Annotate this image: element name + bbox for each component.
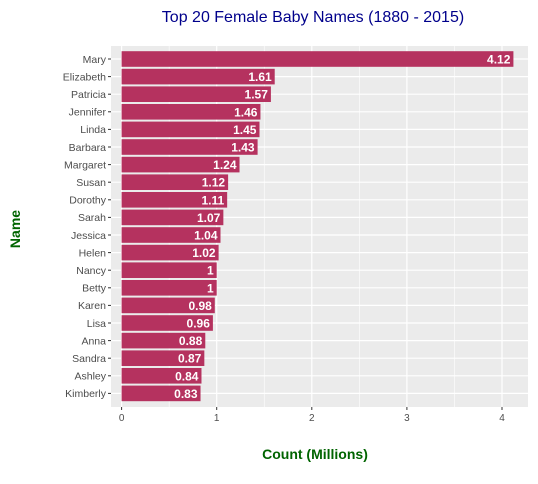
bar-value-label: 1: [207, 264, 214, 278]
y-tick-label: Karen: [78, 300, 106, 312]
bar-value-label: 1.61: [248, 70, 272, 84]
bar: [121, 192, 228, 208]
y-tick-label: Ashley: [74, 371, 106, 383]
bar: [121, 368, 202, 384]
bar: [121, 121, 260, 138]
y-tick-label: Helen: [79, 247, 107, 259]
bars: [121, 51, 514, 402]
y-tick-label: Kimberly: [65, 388, 107, 400]
x-tick-label: 0: [119, 413, 125, 424]
bar: [121, 227, 221, 243]
bar-value-label: 1.46: [234, 105, 258, 119]
bar: [121, 244, 219, 261]
y-tick-label: Jessica: [71, 230, 106, 242]
bar-value-label: 4.12: [487, 53, 511, 67]
x-tick-label: 1: [214, 413, 220, 424]
bar: [121, 315, 213, 331]
bar-value-label: 1.02: [192, 246, 216, 260]
x-tick-label: 4: [499, 413, 505, 424]
y-tick-label: Dorothy: [69, 195, 107, 207]
bar-value-label: 0.84: [175, 369, 199, 383]
bar: [121, 280, 217, 296]
bar: [121, 297, 215, 314]
bar: [121, 262, 217, 278]
bar: [121, 332, 206, 349]
x-tick-label: 3: [404, 413, 410, 424]
y-tick-label: Margaret: [64, 159, 106, 171]
bar-value-label: 0.96: [187, 317, 211, 331]
y-tick-label: Betty: [82, 283, 107, 295]
bar: [121, 139, 258, 155]
bar: [121, 68, 275, 85]
y-tick-label: Barbara: [69, 142, 107, 154]
bar: [121, 350, 205, 366]
y-tick-label: Elizabeth: [63, 71, 106, 83]
x-axis-title: Count (Millions): [262, 446, 368, 462]
bar-value-label: 0.83: [174, 387, 198, 401]
bar-labels: 4.12 1.61 1.57 1.46 1.45 1.43 1.24 1.12 1.11 1.07…: [174, 53, 511, 401]
y-tick-label: Lisa: [87, 318, 106, 330]
bar-value-label: 0.88: [179, 334, 203, 348]
bar-value-label: 1.57: [245, 88, 269, 102]
y-tick-label: Nancy: [76, 265, 107, 277]
y-tick-label: Patricia: [71, 89, 106, 101]
bar: [121, 86, 271, 102]
bar-value-label: 1.11: [201, 193, 224, 207]
bar: [121, 174, 229, 190]
y-tick-label: Linda: [80, 124, 106, 136]
y-tick-label: Sarah: [78, 212, 106, 224]
y-axis-title: Name: [7, 210, 23, 248]
y-axis-ticks: Mary Elizabeth Patricia Jennifer Linda Barbar…: [63, 54, 111, 400]
bar-value-label: 1: [207, 281, 214, 295]
bar-value-label: 0.87: [178, 352, 202, 366]
bar-value-label: 1.43: [231, 141, 255, 155]
bar-value-label: 1.12: [202, 176, 226, 190]
y-tick-label: Mary: [83, 54, 107, 66]
bar: [121, 209, 224, 226]
bar: [121, 104, 261, 120]
bar: [121, 51, 514, 67]
bar-value-label: 0.98: [188, 299, 212, 313]
x-axis-ticks: 0 1 2 3 4: [119, 407, 505, 424]
x-tick-label: 2: [309, 413, 315, 424]
y-tick-label: Jennifer: [69, 107, 107, 119]
chart-title: Top 20 Female Baby Names (1880 - 2015): [162, 9, 464, 26]
y-tick-label: Susan: [76, 177, 106, 189]
bar-value-label: 1.45: [233, 123, 257, 137]
bar-value-label: 1.07: [197, 211, 221, 225]
y-tick-label: Sandra: [72, 353, 106, 365]
bar-value-label: 1.04: [194, 229, 218, 243]
bar: [121, 156, 240, 173]
bar: [121, 385, 201, 402]
bar-value-label: 1.24: [213, 158, 237, 172]
y-tick-label: Anna: [81, 335, 106, 347]
